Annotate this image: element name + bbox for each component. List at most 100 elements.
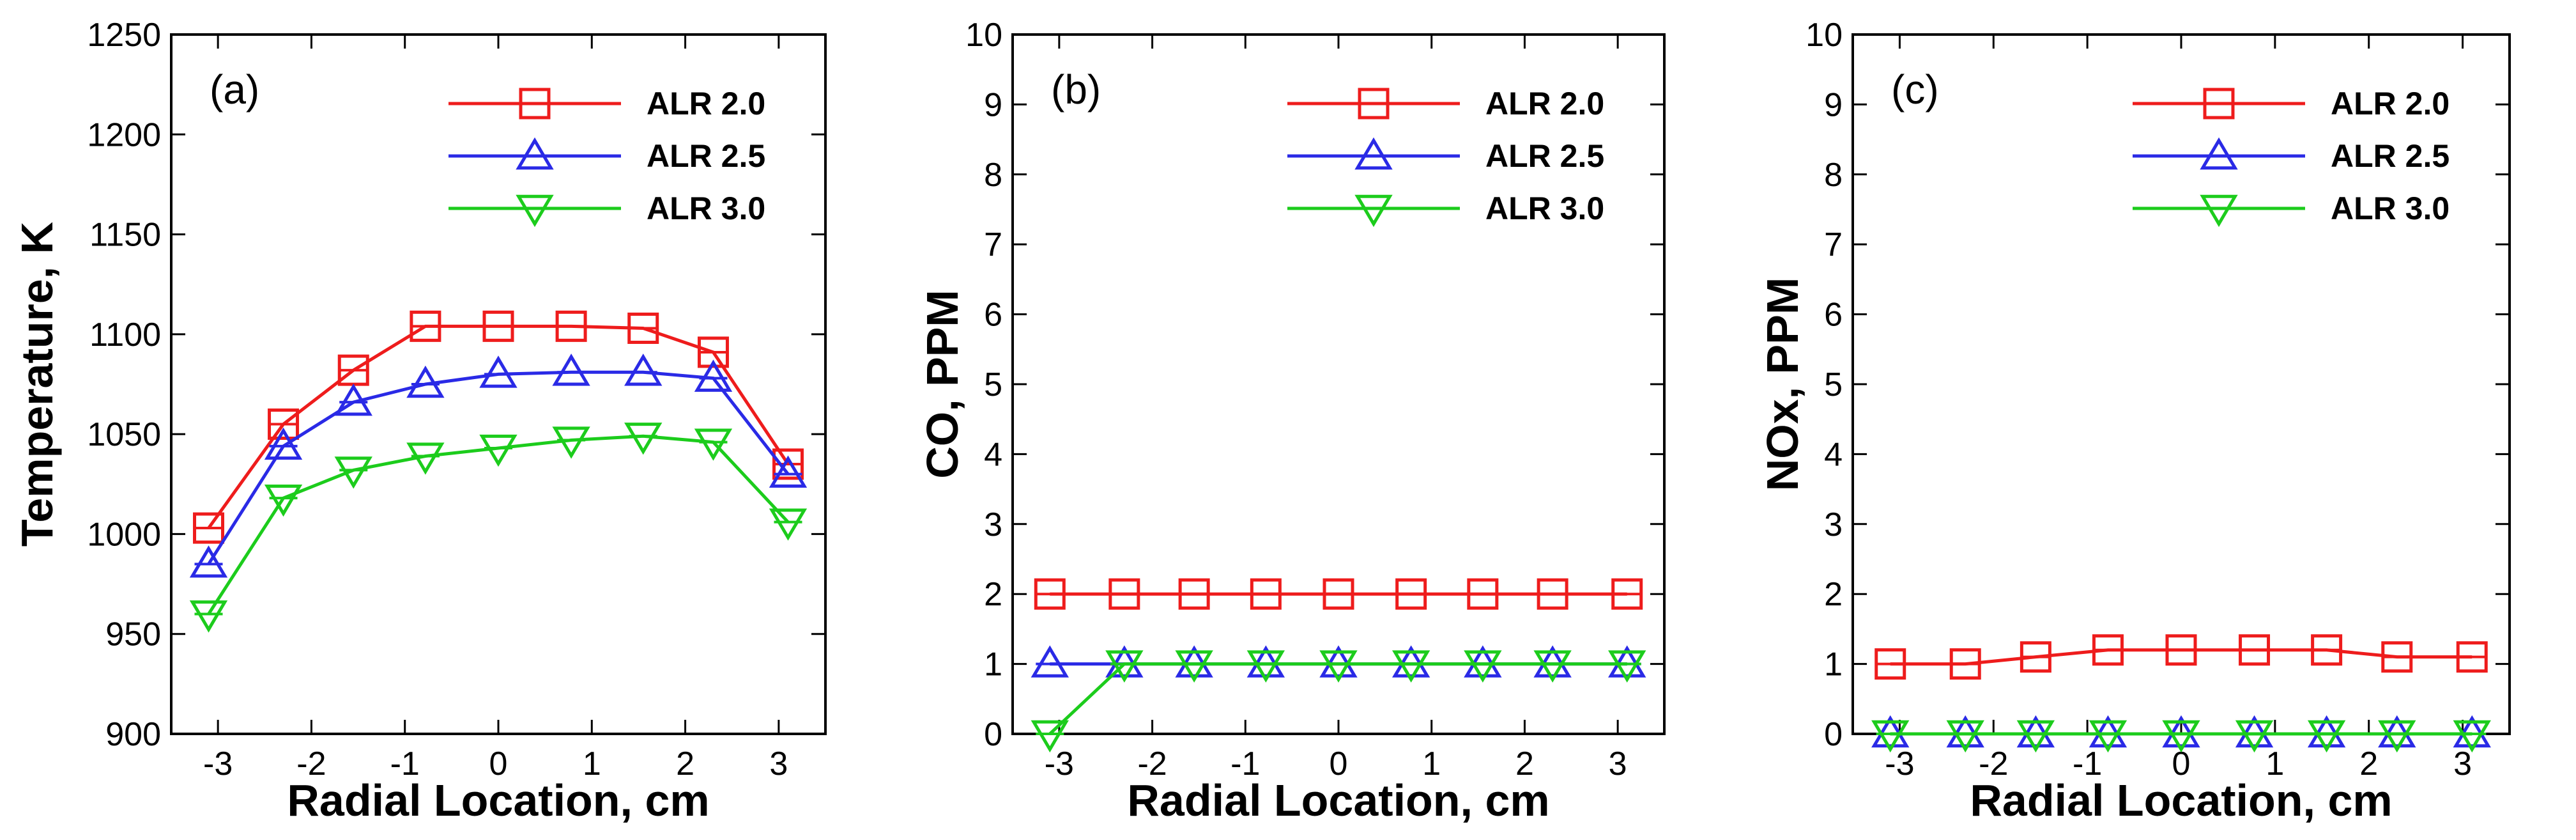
panel-2-legend-marker: [2200, 194, 2238, 228]
panel-2-y-tick-label: 0: [1824, 716, 1843, 753]
panel-2-y-tick-label: 4: [1824, 436, 1843, 473]
panel-0-point-alr-3-0: [479, 434, 518, 467]
panel-2-point-alr-3-0: [2162, 720, 2200, 753]
panel-0-legend-marker: [516, 194, 554, 228]
panel-2-panel-label: (c): [1891, 66, 1939, 113]
panel-2-point-alr-3-0: [1946, 720, 1984, 753]
panel-1-x-tick-label: 1: [1422, 745, 1441, 782]
panel-1-point-alr-3-0: [1105, 650, 1144, 683]
panel-2-point-alr-2-5: [2162, 715, 2200, 748]
panel-2-y-tick-label: 6: [1824, 297, 1843, 334]
panel-0-panel-label: (a): [210, 66, 259, 113]
panel-1-point-alr-3-0: [1533, 650, 1572, 683]
panel-0-point-alr-3-0: [264, 484, 303, 517]
panel-0-line-alr-2-5: [207, 370, 790, 565]
panel-2-x-tick-label: -2: [1979, 745, 2008, 782]
panel-1-legend-marker: [1354, 137, 1393, 170]
panel-0-x-tick-label: -2: [296, 745, 326, 782]
panel-2-point-alr-3-0: [2089, 720, 2128, 753]
panel-0-series-alr-2-0: [193, 310, 804, 544]
panel-2-legend-label: ALR 2.5: [2331, 138, 2450, 174]
panel-2-legend-marker: [2200, 137, 2238, 170]
panel-0-x-axis-title: Radial Location, cm: [287, 775, 709, 825]
panel-0-point-alr-2-5: [552, 354, 590, 386]
panel-0-point-alr-3-0: [769, 508, 808, 541]
panel-2-y-tick-label: 7: [1824, 226, 1843, 263]
panel-0-x-tick-label: 1: [583, 745, 601, 782]
panel-1-y-tick-label: 3: [984, 506, 1002, 543]
panel-0-point-alr-2-5: [264, 427, 303, 460]
panel-2-y-tick-label: 5: [1824, 366, 1843, 403]
panel-0-x-tick-label: 3: [769, 745, 788, 782]
panel-2-y-tick-label: 2: [1824, 576, 1843, 613]
panel-1-point-alr-2-5: [1105, 645, 1144, 678]
panel-0-point-alr-2-5: [479, 355, 518, 388]
panel-1-y-tick-label: 10: [965, 17, 1002, 54]
panel-1-x-tick-label: 3: [1609, 745, 1627, 782]
panel-2-y-tick-label: 3: [1824, 506, 1843, 543]
panel-0-y-tick-label: 1100: [89, 316, 161, 354]
panel-1-y-tick-label: 4: [984, 436, 1002, 473]
panel-1-y-tick-label: 6: [984, 297, 1002, 334]
panel-2-point-alr-2-5: [2307, 715, 2346, 748]
panel-0-y-tick-label: 1150: [89, 217, 161, 254]
panel-2-series-alr-3-0: [1871, 720, 2491, 753]
panel-2-y-axis-title: NOx, PPM: [1758, 277, 1807, 492]
panel-0-legend-label: ALR 3.0: [647, 191, 765, 226]
panel-1-point-alr-2-5: [1392, 645, 1430, 678]
panel-0-point-alr-3-0: [552, 426, 590, 459]
panel-2-x-tick-label: 1: [2266, 745, 2284, 782]
panel-1-series-alr-3-0: [1031, 650, 1646, 753]
panel-1-point-alr-2-5: [1246, 645, 1285, 678]
panel-1-y-tick-label: 8: [984, 157, 1002, 194]
panel-1-x-axis-title: Radial Location, cm: [1127, 775, 1549, 825]
panel-0-y-tick-label: 900: [105, 716, 161, 753]
panel-1-legend-label: ALR 2.5: [1485, 138, 1604, 174]
panel-2-x-axis-title: Radial Location, cm: [1970, 775, 2392, 825]
panel-0-legend-marker: [519, 88, 551, 120]
panel-1-panel-label: (b): [1051, 66, 1101, 113]
panel-0-x-tick-label: 2: [676, 745, 694, 782]
panel-2-point-alr-2-5: [2016, 715, 2055, 748]
panel-0-series-alr-3-0: [189, 423, 808, 633]
panel-1-point-alr-3-0: [1175, 650, 1213, 683]
panel-1-point-alr-3-0: [1031, 720, 1069, 753]
panel-2-point-alr-3-0: [2235, 720, 2274, 753]
panel-1-x-tick-label: 2: [1515, 745, 1534, 782]
panel-2-series-alr-2-0: [1874, 634, 2488, 680]
panel-a-temperature-chart: -3 -2 -1 0 1 2 3 900 950 1000 1050 1100 1150 1200 1250…: [12, 17, 827, 825]
panel-0-y-tick-label: 1250: [87, 17, 161, 54]
panel-1-x-tick-label: -2: [1137, 745, 1167, 782]
panel-0-point-alr-2-5: [769, 455, 808, 488]
panel-1-y-tick-label: 9: [984, 86, 1002, 123]
panel-2-legend-label: ALR 2.0: [2331, 86, 2450, 121]
panel-0-point-alr-2-5: [694, 359, 733, 392]
panel-2-x-tick-label: -1: [2073, 745, 2102, 782]
panel-1-y-tick-label: 7: [984, 226, 1002, 263]
panel-2-point-alr-3-0: [2016, 720, 2055, 753]
panel-0-y-tick-label: 1200: [87, 116, 161, 153]
panel-0-point-alr-2-5: [334, 384, 372, 416]
panel-1-point-alr-2-5: [1464, 645, 1502, 678]
panel-1-point-alr-3-0: [1464, 650, 1502, 683]
panel-1-y-tick-label: 5: [984, 366, 1002, 403]
panel-0-point-alr-3-0: [624, 423, 663, 455]
panel-2-point-alr-2-5: [1946, 715, 1984, 748]
panel-1-point-alr-3-0: [1608, 650, 1646, 683]
panel-0-x-tick-label: -3: [203, 745, 233, 782]
panel-2-y-tick-label: 1: [1824, 646, 1843, 683]
panel-1-point-alr-2-5: [1319, 645, 1358, 678]
panel-2-point-alr-2-5: [2378, 715, 2416, 748]
panel-2-x-tick-label: 2: [2359, 745, 2378, 782]
panel-1-series-alr-2-0: [1034, 578, 1643, 610]
panel-0-legend: ALR 2.0 ALR 2.5 ALR 3.0: [448, 86, 765, 228]
panel-0-y-axis-title: Temperature, K: [12, 222, 62, 547]
panel-0-point-alr-3-0: [694, 428, 733, 461]
panel-2-point-alr-2-5: [2453, 715, 2491, 748]
panel-2-point-alr-3-0: [2307, 720, 2346, 753]
panel-1-legend-marker: [1358, 88, 1390, 120]
panel-1-point-alr-3-0: [1319, 650, 1358, 683]
panel-1-point-alr-3-0: [1246, 650, 1285, 683]
panel-0-y-tick-label: 1050: [87, 416, 161, 453]
